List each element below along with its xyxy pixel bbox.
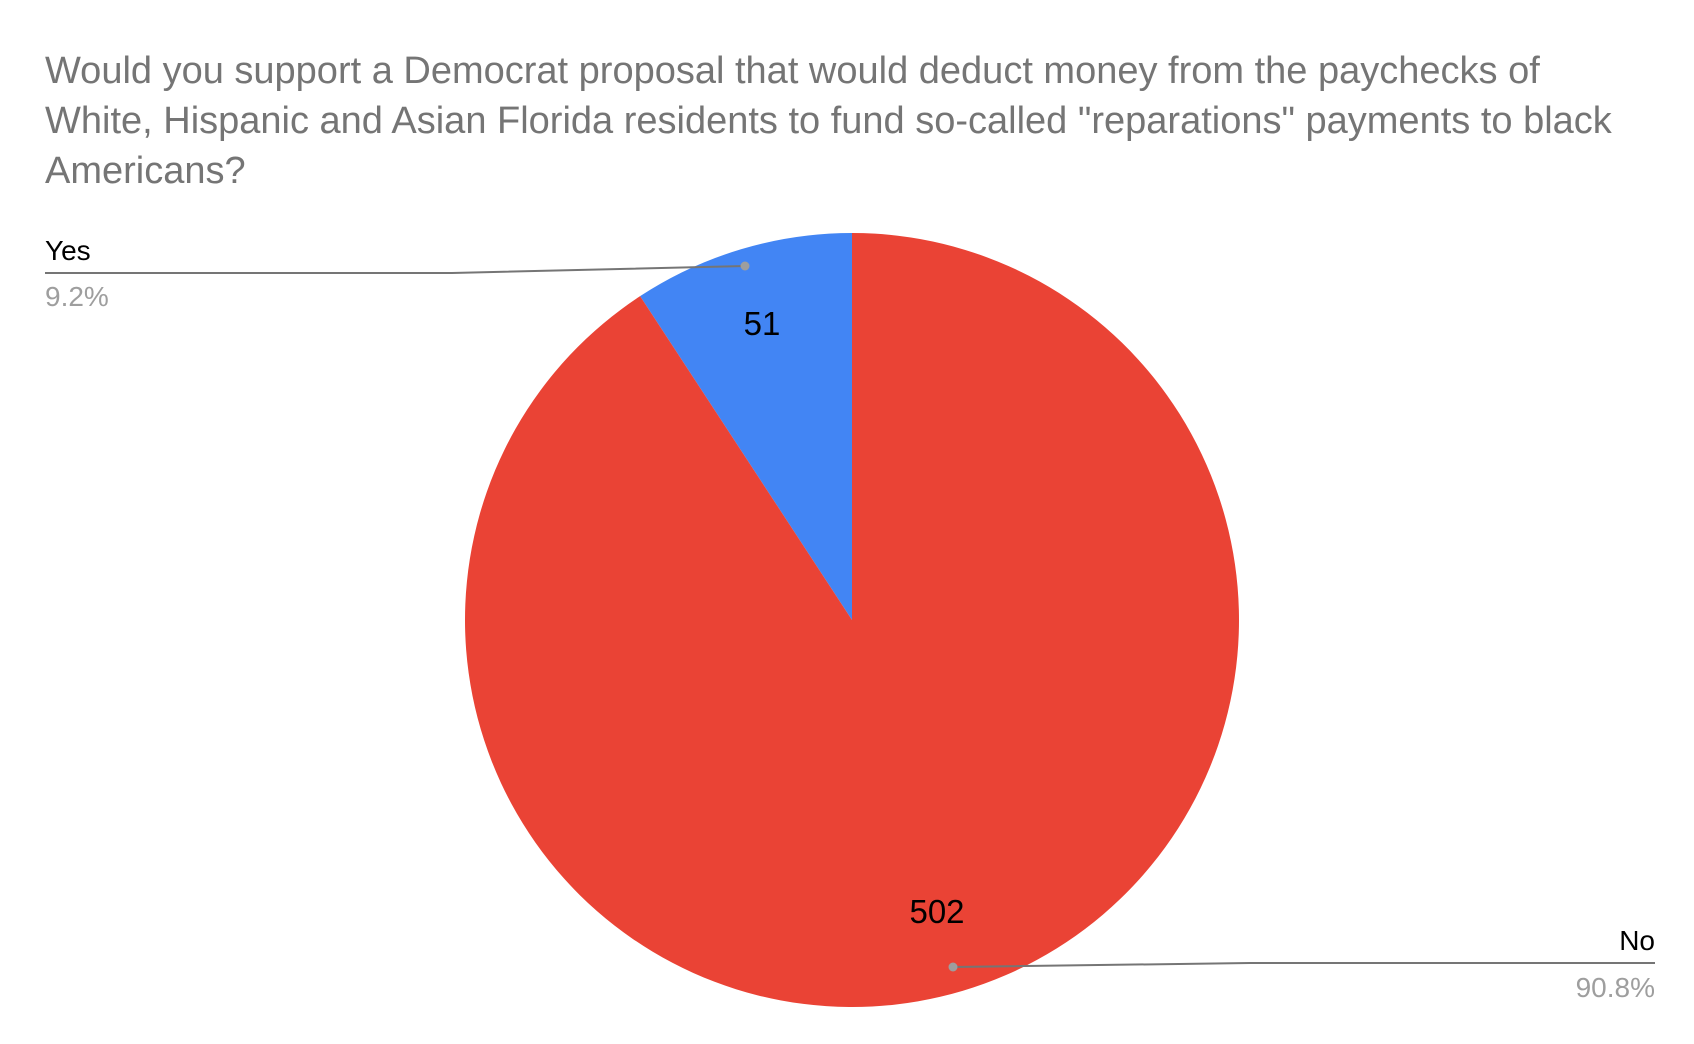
yes-legend-label: Yes xyxy=(45,235,91,266)
callouts: Yes 9.2% No 90.8% xyxy=(45,235,1655,1003)
pie-slice-yes xyxy=(640,233,852,620)
yes-leader-dot xyxy=(740,261,750,271)
yes-legend-percent: 9.2% xyxy=(45,281,109,312)
pie-slices xyxy=(465,233,1240,1007)
no-legend-percent: 90.8% xyxy=(1576,972,1655,1003)
yes-leader-line xyxy=(45,265,746,274)
slice-value-labels: 51 502 xyxy=(744,305,965,930)
no-legend-label: No xyxy=(1619,925,1655,956)
no-leader-dot xyxy=(948,962,958,972)
pie-slice-no xyxy=(465,233,1240,1007)
no-leader-line xyxy=(952,962,1655,968)
chart-title: Would you support a Democrat proposal th… xyxy=(45,50,1612,192)
yes-slice-value-label: 51 xyxy=(744,305,781,342)
no-slice-value-label: 502 xyxy=(909,893,964,930)
